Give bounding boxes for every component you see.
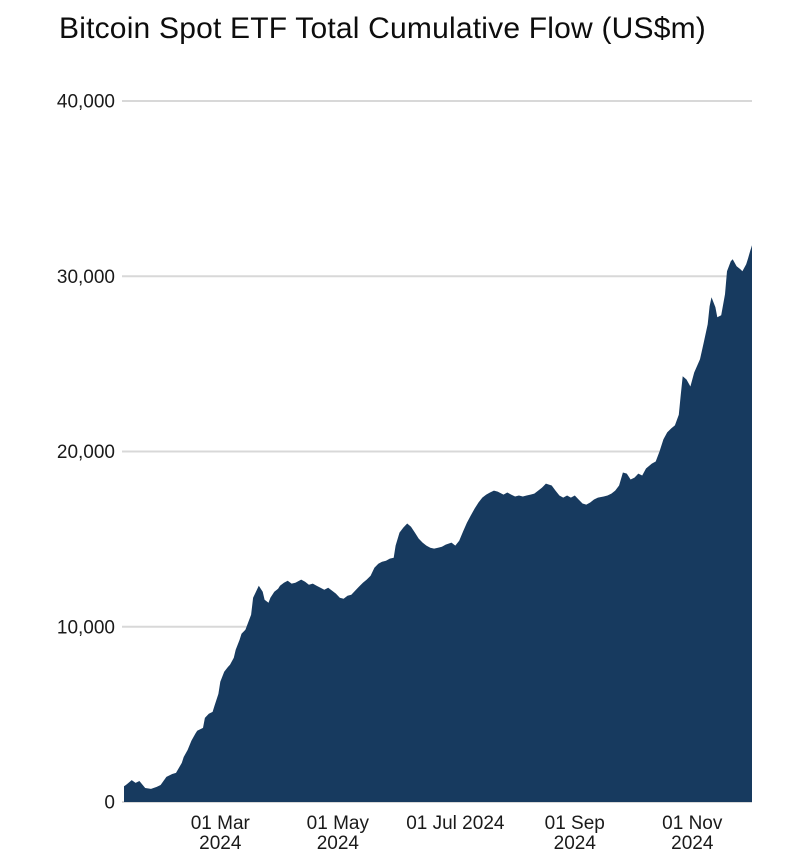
area-path-total-cumulative-flow	[124, 245, 752, 802]
y-tick-label-0: 0	[104, 793, 115, 814]
x-tick-label-3-line-0: 01 Sep	[545, 813, 605, 834]
x-tick-label-3-line-1: 2024	[554, 833, 597, 854]
x-tick-label-4-line-0: 01 Nov	[662, 813, 723, 834]
x-tick-label-1-line-1: 2024	[317, 833, 360, 854]
y-tick-label-10000: 10,000	[57, 617, 115, 638]
y-tick-label-20000: 20,000	[57, 442, 115, 463]
x-tick-label-2-line-0: 01 Jul 2024	[406, 813, 505, 834]
y-tick-label-30000: 30,000	[57, 267, 115, 288]
x-tick-label-1-line-0: 01 May	[307, 813, 370, 834]
x-tick-label-0-line-1: 2024	[199, 833, 242, 854]
y-tick-label-40000: 40,000	[57, 92, 115, 113]
chart-title: Bitcoin Spot ETF Total Cumulative Flow (…	[59, 12, 706, 45]
x-tick-label-4-line-1: 2024	[671, 833, 714, 854]
x-tick-label-0-line-0: 01 Mar	[191, 813, 251, 834]
